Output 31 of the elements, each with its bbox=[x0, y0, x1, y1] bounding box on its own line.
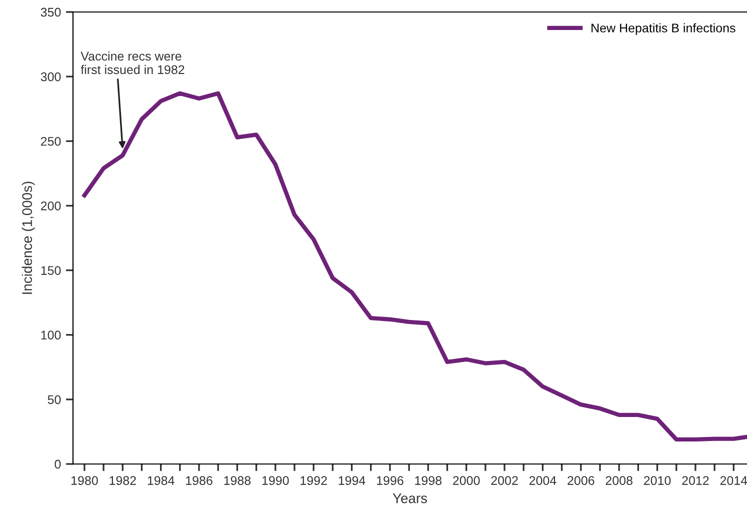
x-tick-label: 2006 bbox=[568, 476, 594, 485]
x-axis-title: Years bbox=[392, 494, 428, 504]
x-tick-label: 1992 bbox=[300, 476, 327, 485]
y-tick-label: 50 bbox=[48, 395, 61, 404]
x-tick-label: 2000 bbox=[453, 476, 480, 485]
y-tick-label: 200 bbox=[40, 202, 61, 210]
x-tick-label: 1988 bbox=[224, 476, 251, 485]
x-tick-label: 2004 bbox=[529, 476, 556, 485]
x-tick-label: 2012 bbox=[682, 476, 709, 485]
x-tick-label: 2014 bbox=[720, 476, 747, 485]
y-tick-label: 0 bbox=[54, 460, 61, 469]
x-tick-label: 1994 bbox=[338, 476, 366, 485]
x-tick-label: 2008 bbox=[606, 476, 632, 485]
x-tick-label: 2002 bbox=[491, 476, 518, 485]
x-tick-label: 1986 bbox=[186, 476, 212, 485]
x-tick-label: 2010 bbox=[644, 476, 671, 485]
x-tick-label: 1996 bbox=[377, 476, 404, 485]
y-tick-label: 350 bbox=[40, 8, 61, 17]
legend-label: New Hepatitis B infections bbox=[592, 23, 736, 35]
x-tick-label: 1984 bbox=[148, 476, 174, 485]
y-axis-title: Incidence (1,000s) bbox=[22, 182, 35, 294]
annotation: Vaccine recs were first issued in 1982 bbox=[80, 51, 184, 74]
line-series bbox=[82, 91, 747, 442]
x-tick-label: 1982 bbox=[110, 476, 136, 485]
x-tick-label: 1990 bbox=[262, 476, 289, 485]
y-tick-label: 150 bbox=[41, 266, 61, 275]
x-tick-label: 1998 bbox=[415, 476, 442, 485]
y-tick-label: 250 bbox=[40, 136, 61, 146]
y-tick-label: 100 bbox=[41, 330, 61, 340]
y-tick-label: 300 bbox=[40, 72, 61, 82]
x-tick-label: 1980 bbox=[72, 476, 98, 485]
